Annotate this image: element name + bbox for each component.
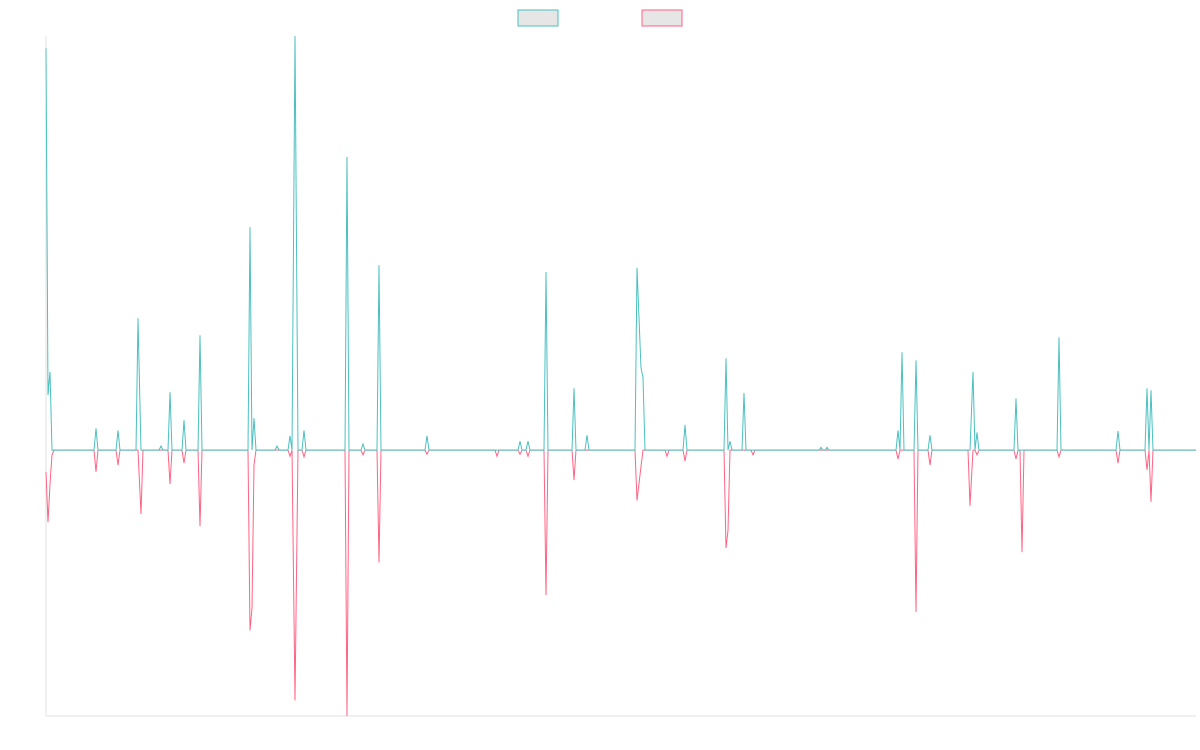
legend-swatch bbox=[641, 9, 683, 27]
series-line bbox=[45, 449, 1196, 717]
legend-swatch bbox=[517, 9, 559, 27]
series-line bbox=[45, 35, 1196, 451]
